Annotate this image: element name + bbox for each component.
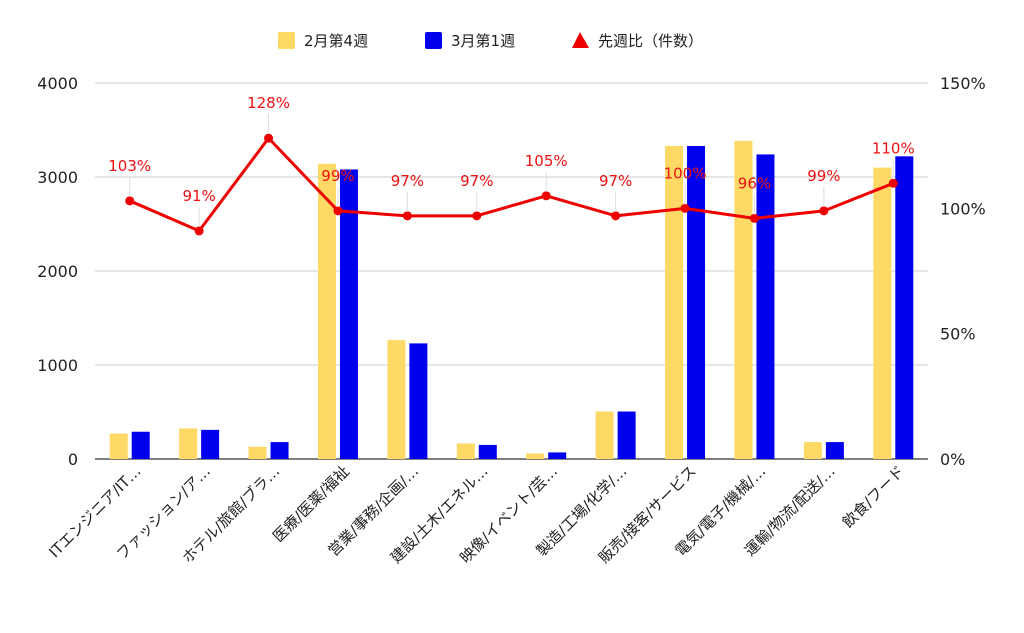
data-labels: 103% 91% 128% 99% 97% 97% 105% 97% 100% 96% 99% 110… [108,94,915,227]
bar-mar-w1[interactable] [339,169,358,460]
right-tick-label: 0% [940,450,965,469]
ratio-point[interactable] [611,211,621,221]
left-tick-label: 1000 [37,356,78,375]
legend[interactable]: 2月第4週 3月第1週 先週比（件数） [278,32,703,50]
ratio-point[interactable] [888,178,898,188]
ratio-data-label: 99% [321,167,354,185]
legend-item-3[interactable]: 先週比（件数） [572,32,703,50]
ratio-data-label: 91% [182,187,215,205]
bar-mar-w1[interactable] [478,444,497,459]
bar-feb-w4[interactable] [526,453,545,459]
legend-swatch [425,32,442,49]
legend-triangle-icon [572,32,589,48]
right-tick-label: 50% [940,325,976,344]
legend-label: 3月第1週 [451,32,515,50]
left-tick-label: 3000 [37,168,78,187]
ratio-point[interactable] [402,211,412,221]
ratio-data-label: 100% [664,164,707,182]
gridlines [95,82,928,460]
ratio-line-path [129,136,894,233]
ratio-data-label: 128% [247,94,290,112]
ratio-point[interactable] [749,213,759,223]
bar-mar-w1[interactable] [201,429,220,459]
bar-feb-w4[interactable] [456,443,475,459]
right-tick-label: 150% [940,74,986,93]
ratio-point[interactable] [264,133,274,143]
right-axis: 0% 50% 100% 150% [940,74,986,469]
bar-mar-w1[interactable] [895,156,914,459]
legend-item-2[interactable]: 3月第1週 [425,32,515,50]
right-tick-label: 100% [940,199,986,218]
bar-feb-w4[interactable] [803,442,822,459]
ratio-data-label: 97% [599,172,632,190]
bar-mar-w1[interactable] [270,442,289,459]
bar-mar-w1[interactable] [756,154,775,459]
legend-label: 先週比（件数） [598,32,703,50]
legend-item-1[interactable]: 2月第4週 [278,32,368,50]
bar-feb-w4[interactable] [317,163,336,459]
bar-mar-w1[interactable] [617,411,636,459]
ratio-line [125,133,898,236]
left-axis: 0 1000 2000 3000 4000 [37,74,78,469]
bar-feb-w4[interactable] [873,167,892,459]
ratio-point[interactable] [680,203,690,213]
left-tick-label: 4000 [37,74,78,93]
ratio-point[interactable] [541,191,551,201]
bars [109,140,914,460]
left-tick-label: 0 [68,450,78,469]
ratio-data-label: 110% [872,139,915,157]
bar-feb-w4[interactable] [665,145,684,460]
ratio-point[interactable] [194,226,204,236]
bar-mar-w1[interactable] [131,431,150,459]
ratio-data-label: 103% [108,157,151,175]
ratio-point[interactable] [819,206,829,216]
category-axis: ITエンジニア/IT…ファッション/ア…ホテル/旅館/ブラ…医療/医薬/福祉営業… [45,462,908,567]
bar-feb-w4[interactable] [109,433,128,459]
ratio-data-label: 96% [738,174,771,192]
ratio-point[interactable] [333,206,343,216]
ratio-data-label: 97% [391,172,424,190]
bar-mar-w1[interactable] [548,452,567,459]
category-label: 飲食/フード [839,462,908,531]
legend-swatch [278,32,295,49]
bar-mar-w1[interactable] [687,145,706,460]
ratio-point[interactable] [125,196,135,206]
bar-feb-w4[interactable] [248,446,267,459]
bar-mar-w1[interactable] [825,442,844,459]
bar-mar-w1[interactable] [409,343,428,459]
ratio-data-label: 105% [525,152,568,170]
ratio-data-label: 99% [807,167,840,185]
legend-label: 2月第4週 [304,32,368,50]
bar-feb-w4[interactable] [179,428,198,459]
left-tick-label: 2000 [37,262,78,281]
ratio-point[interactable] [472,211,482,221]
bar-feb-w4[interactable] [595,411,614,459]
bar-feb-w4[interactable] [387,340,406,459]
bar-feb-w4[interactable] [734,140,753,459]
ratio-data-label: 97% [460,172,493,190]
